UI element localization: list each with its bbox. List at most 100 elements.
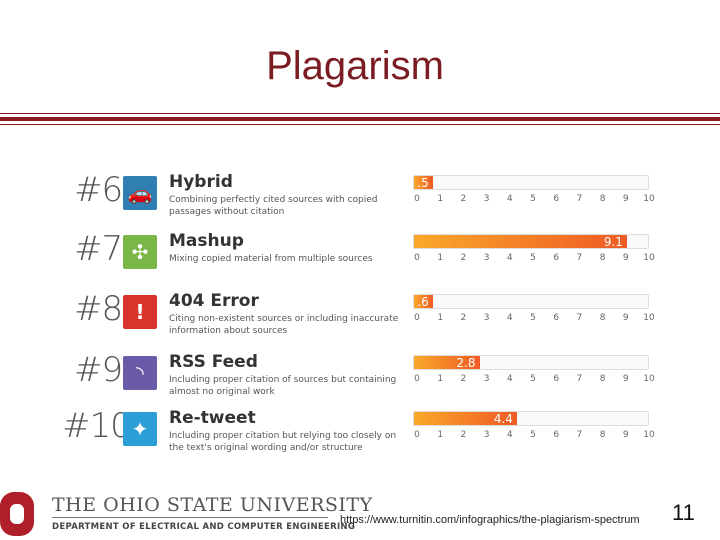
tick-label: 3: [483, 313, 490, 323]
scale-ticks: 0 1 2 3 4 5 6 7 8 9 10: [413, 194, 655, 206]
score-value: 2.8: [456, 356, 476, 370]
tick-label: 3: [483, 430, 490, 440]
item-name: Re-tweet: [169, 408, 256, 428]
list-item: #6 🚗 Hybrid Combining perfectly cited sourc…: [0, 170, 720, 230]
score-value: .6: [417, 295, 429, 309]
tick-label: 3: [483, 374, 490, 384]
list-item: #9 ◝ RSS Feed Including proper citation of …: [0, 350, 720, 410]
score-value: 9.1: [603, 235, 623, 249]
rank-label: #9: [74, 350, 123, 390]
tick-label: 2: [460, 253, 467, 263]
tick-label: 10: [643, 313, 655, 323]
tick-label: 6: [553, 253, 560, 263]
score-bar-fill: .6: [414, 295, 433, 309]
title-rule-top: [0, 113, 720, 114]
score-bar-track: 2.8: [413, 355, 649, 370]
score-bar-track: 9.1: [413, 234, 649, 249]
tick-label: 8: [599, 194, 606, 204]
title-rule-bottom: [0, 124, 720, 125]
logo-divider: [52, 517, 328, 518]
tick-label: 2: [460, 374, 467, 384]
tick-label: 2: [460, 430, 467, 440]
tick-label: 1: [437, 253, 444, 263]
tick-label: 6: [553, 430, 560, 440]
tick-label: 0: [414, 430, 420, 440]
item-description: Combining perfectly cited sources with c…: [169, 195, 378, 217]
tick-label: 7: [576, 253, 583, 263]
warning-icon: !: [123, 295, 157, 329]
tick-label: 6: [553, 374, 560, 384]
rank-label: #6: [74, 170, 123, 210]
tick-label: 1: [437, 374, 444, 384]
department-name: DEPARTMENT OF ELECTRICAL AND COMPUTER EN…: [52, 522, 356, 532]
tick-label: 9: [622, 253, 629, 263]
tick-label: 9: [622, 313, 629, 323]
item-name: Hybrid: [169, 172, 233, 192]
tick-label: 3: [483, 253, 490, 263]
tick-label: 0: [414, 253, 420, 263]
tick-label: 9: [622, 194, 629, 204]
item-name: 404 Error: [169, 291, 259, 311]
tick-label: 0: [414, 313, 420, 323]
twitter-icon: ✦: [123, 412, 157, 446]
scale-ticks: 0 1 2 3 4 5 6 7 8 9 10: [413, 253, 655, 265]
tick-label: 6: [553, 194, 560, 204]
tick-label: 10: [643, 430, 655, 440]
item-description: Including proper citation but relying to…: [169, 431, 397, 453]
tick-label: 1: [437, 430, 444, 440]
item-description: Mixing copied material from multiple sou…: [169, 254, 373, 264]
tick-label: 8: [599, 313, 606, 323]
tick-label: 8: [599, 253, 606, 263]
mashup-icon: ✣: [123, 235, 157, 269]
score-bar-fill: 2.8: [414, 356, 480, 370]
list-item: #7 ✣ Mashup Mixing copied material from mul…: [0, 229, 720, 289]
item-description: Including proper citation of sources but…: [169, 375, 397, 397]
tick-label: 10: [643, 194, 655, 204]
score-bar-fill: 9.1: [414, 235, 627, 249]
tick-label: 3: [483, 194, 490, 204]
tick-label: 7: [576, 313, 583, 323]
tick-label: 5: [530, 253, 536, 263]
tick-label: 4: [506, 313, 513, 323]
tick-label: 7: [576, 374, 583, 384]
rank-label: #10: [62, 406, 132, 446]
score-bar-fill: 4.4: [414, 412, 517, 426]
title-rule-thick: [0, 117, 720, 121]
tick-label: 9: [622, 374, 629, 384]
page-number: 11: [672, 500, 695, 525]
score-bar-track: .5: [413, 175, 649, 190]
scale-ticks: 0 1 2 3 4 5 6 7 8 9 10: [413, 313, 655, 325]
score-bar-track: .6: [413, 294, 649, 309]
score-bar-fill: .5: [414, 176, 433, 190]
car-icon: 🚗: [123, 176, 157, 210]
tick-label: 5: [530, 313, 536, 323]
list-item: #10 ✦ Re-tweet Including proper citation bu…: [0, 406, 720, 466]
tick-label: 8: [599, 374, 606, 384]
score-bar-track: 4.4: [413, 411, 649, 426]
tick-label: 7: [576, 430, 583, 440]
score-value: 4.4: [493, 412, 513, 426]
university-logo: THE OHIO STATE UNIVERSITY DEPARTMENT OF …: [0, 490, 372, 540]
source-url[interactable]: https://www.turnitin.com/infographics/th…: [340, 514, 640, 526]
item-name: RSS Feed: [169, 352, 258, 372]
tick-label: 4: [506, 374, 513, 384]
tick-label: 4: [506, 430, 513, 440]
score-value: .5: [417, 176, 429, 190]
tick-label: 6: [553, 313, 560, 323]
item-description: Citing non-existent sources or including…: [169, 314, 399, 336]
list-item: #8! 404 Error Citing non-existent sources …: [0, 289, 720, 349]
tick-label: 1: [437, 313, 444, 323]
tick-label: 2: [460, 194, 467, 204]
tick-label: 0: [414, 194, 420, 204]
block-o-icon: [0, 492, 34, 536]
tick-label: 2: [460, 313, 467, 323]
tick-label: 9: [622, 430, 629, 440]
rss-icon: ◝: [123, 356, 157, 390]
tick-label: 10: [643, 374, 655, 384]
item-name: Mashup: [169, 231, 244, 251]
tick-label: 5: [530, 374, 536, 384]
tick-label: 4: [506, 253, 513, 263]
rank-label: #7: [74, 229, 123, 269]
tick-label: 5: [530, 194, 536, 204]
tick-label: 1: [437, 194, 444, 204]
